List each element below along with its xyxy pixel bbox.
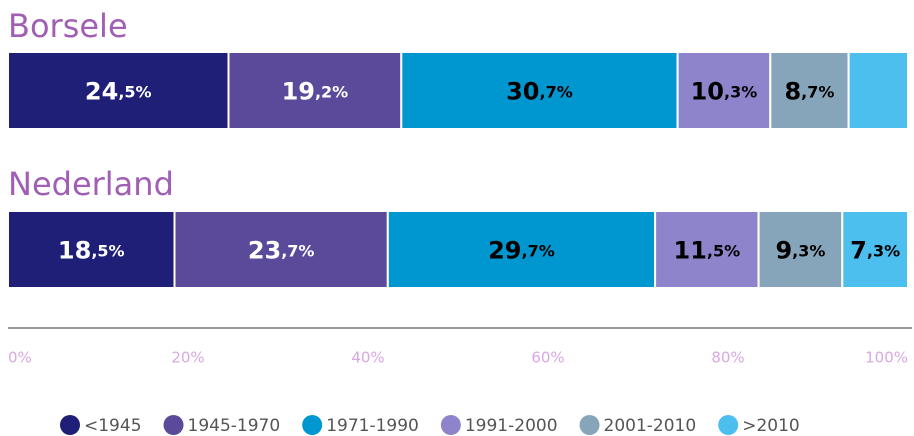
legend-label: 1991-2000: [465, 416, 558, 436]
x-tick-label: 100%: [865, 349, 908, 367]
data-label: 7,3%: [850, 237, 900, 265]
data-label-decimal: ,3%: [792, 241, 825, 260]
legend-marker: [163, 415, 184, 435]
data-label-main: 19: [282, 78, 315, 106]
data-label-main: 8: [784, 78, 801, 106]
data-label: 18,5%: [58, 237, 125, 265]
data-label: 11,5%: [674, 237, 741, 265]
bar-segment: [769, 51, 850, 130]
data-label: 9,3%: [775, 237, 825, 265]
legend-marker: [60, 415, 80, 435]
data-label-main: 30: [506, 78, 539, 106]
data-label-main: 18: [58, 237, 91, 265]
data-label-main: 10: [691, 78, 724, 106]
group-title: Borsele: [8, 7, 128, 45]
data-label: 30,7%: [506, 78, 573, 106]
bar-segment: [757, 210, 844, 289]
legend-marker: [718, 415, 739, 435]
legend-label: 2001-2010: [604, 416, 697, 436]
legend-label: 1945-1970: [188, 416, 281, 436]
bar-segment: [386, 210, 657, 289]
data-label-decimal: ,3%: [867, 241, 900, 260]
data-label: 10,3%: [691, 78, 758, 106]
data-label-decimal: ,5%: [707, 241, 740, 260]
data-label-main: 24: [85, 78, 118, 106]
data-label-main: 23: [248, 237, 281, 265]
data-label-decimal: ,3%: [724, 82, 757, 101]
x-tick-label: 60%: [531, 349, 564, 367]
legend-marker: [302, 415, 323, 435]
legend-label: 1971-1990: [326, 416, 419, 436]
data-label: 23,7%: [248, 237, 315, 265]
data-label-decimal: ,7%: [522, 241, 555, 260]
data-label-main: 29: [488, 237, 521, 265]
data-label-decimal: ,2%: [315, 82, 348, 101]
bar-segment: [7, 51, 230, 130]
data-label-main: 9: [775, 237, 792, 265]
data-label-decimal: ,7%: [281, 241, 314, 260]
bar-segment: [847, 51, 909, 130]
x-tick-label: 20%: [171, 349, 204, 367]
data-label-main: 11: [674, 237, 707, 265]
data-label: 24,5%: [85, 78, 152, 106]
bar-segment: [654, 210, 760, 289]
x-tick-label: 0%: [8, 349, 32, 367]
x-tick-label: 40%: [351, 349, 384, 367]
data-label: 29,7%: [488, 237, 555, 265]
legend-marker: [579, 415, 600, 435]
legend-marker: [440, 415, 461, 435]
data-label-decimal: ,7%: [801, 82, 834, 101]
legend-label: <1945: [84, 416, 142, 436]
data-label-decimal: ,5%: [91, 241, 124, 260]
data-label: 19,2%: [282, 78, 349, 106]
x-tick-label: 80%: [711, 349, 744, 367]
legend-label: >2010: [742, 416, 800, 436]
data-label-decimal: ,5%: [118, 82, 151, 101]
data-label-decimal: ,7%: [540, 82, 573, 101]
group-title: Nederland: [8, 165, 174, 203]
data-label-main: 7: [850, 237, 867, 265]
bar-segment: [841, 210, 909, 289]
bar-segment: [7, 210, 176, 289]
data-label: 8,7%: [784, 78, 834, 106]
